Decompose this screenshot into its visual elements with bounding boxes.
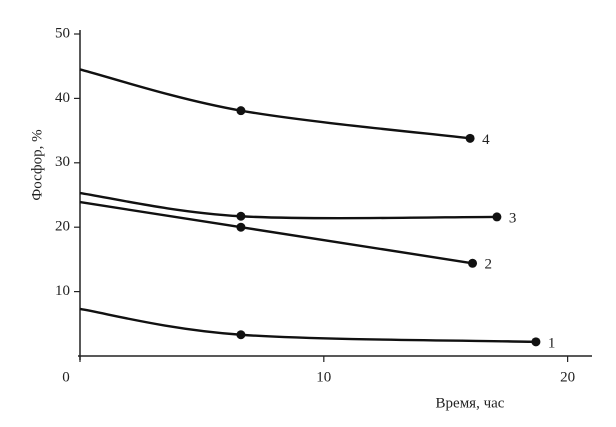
point (531, 337, 541, 347)
y-tick-label: 20 (55, 219, 70, 235)
x-tick-label: 20 (560, 369, 575, 385)
line (79, 307, 536, 344)
series-label: 2 (485, 257, 493, 273)
x-axis-label: Время, час (436, 395, 505, 411)
point (236, 330, 246, 340)
line (79, 191, 497, 220)
x-tick-label: 10 (316, 369, 331, 385)
series-label: 1 (548, 335, 556, 351)
x-tick-label: 0 (62, 369, 70, 385)
y-tick-label: 10 (55, 283, 70, 299)
point (236, 106, 246, 116)
point (465, 133, 475, 143)
point (492, 212, 502, 222)
y-axis-label: Фосфор, % (29, 129, 45, 200)
y-tick-label: 30 (55, 154, 70, 170)
series-label: 4 (482, 132, 490, 148)
line (79, 68, 471, 140)
y-tick-label: 50 (55, 25, 70, 41)
point (468, 258, 478, 268)
y-tick-label: 40 (55, 90, 70, 106)
point (236, 222, 246, 232)
series-label: 3 (509, 210, 517, 226)
point (236, 211, 246, 221)
line (79, 200, 473, 265)
